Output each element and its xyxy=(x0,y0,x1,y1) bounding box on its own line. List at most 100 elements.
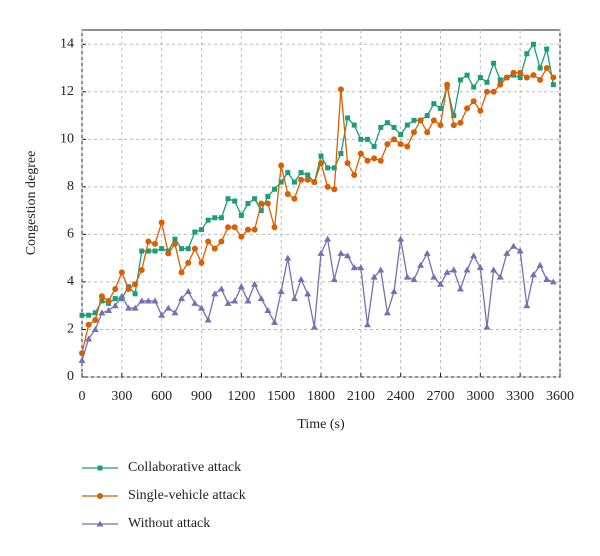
marker xyxy=(324,235,332,242)
marker xyxy=(398,132,404,138)
marker xyxy=(218,215,224,221)
x-tick-label: 600 xyxy=(151,389,172,404)
marker xyxy=(212,215,218,221)
marker xyxy=(497,77,503,83)
marker xyxy=(437,122,444,129)
marker xyxy=(490,266,498,273)
marker xyxy=(204,316,212,323)
marker xyxy=(85,335,93,342)
marker xyxy=(471,84,477,90)
marker xyxy=(438,105,443,111)
marker xyxy=(430,117,437,124)
marker xyxy=(278,162,285,169)
legend-label: Without attack xyxy=(128,516,210,531)
marker xyxy=(264,200,271,207)
marker xyxy=(357,150,364,157)
marker xyxy=(497,81,504,88)
y-tick-label: 6 xyxy=(67,227,74,242)
x-tick-label: 3600 xyxy=(546,389,574,404)
marker xyxy=(251,226,258,233)
legend-marker xyxy=(96,520,104,527)
marker xyxy=(377,266,385,273)
marker xyxy=(391,124,397,130)
marker xyxy=(464,72,470,78)
marker xyxy=(390,287,398,294)
x-tick-label: 2700 xyxy=(427,389,455,404)
x-tick-label: 3300 xyxy=(506,389,534,404)
marker xyxy=(463,266,471,273)
marker xyxy=(503,249,511,256)
marker xyxy=(171,309,179,316)
marker xyxy=(199,227,204,233)
marker xyxy=(477,107,484,114)
marker xyxy=(430,273,438,280)
marker xyxy=(424,129,431,136)
marker xyxy=(191,245,198,252)
marker xyxy=(218,238,225,245)
marker xyxy=(145,248,151,254)
x-tick-label: 1200 xyxy=(227,389,255,404)
marker xyxy=(484,79,490,85)
marker xyxy=(191,299,199,306)
y-tick-label: 8 xyxy=(67,179,74,194)
marker xyxy=(291,179,297,185)
marker xyxy=(86,312,92,318)
legend-label: Collaborative attack xyxy=(128,460,241,475)
marker xyxy=(138,297,146,304)
marker xyxy=(524,51,530,57)
marker xyxy=(238,212,244,218)
marker xyxy=(443,268,451,275)
marker xyxy=(171,240,178,247)
marker xyxy=(464,105,471,112)
marker xyxy=(151,297,159,304)
marker xyxy=(371,143,377,149)
marker xyxy=(78,356,86,363)
x-tick-label: 900 xyxy=(191,389,212,404)
marker xyxy=(451,113,457,119)
marker xyxy=(397,141,404,148)
marker xyxy=(364,157,371,164)
marker xyxy=(198,304,205,311)
marker xyxy=(457,77,463,83)
marker xyxy=(132,281,139,288)
y-tick-label: 12 xyxy=(60,84,74,99)
marker xyxy=(423,249,431,256)
marker xyxy=(350,264,358,271)
x-tick-label: 3000 xyxy=(466,389,494,404)
marker xyxy=(384,120,390,126)
marker xyxy=(330,276,338,283)
marker xyxy=(318,153,324,159)
x-tick-label: 2400 xyxy=(387,389,415,404)
marker xyxy=(344,160,351,167)
marker xyxy=(470,252,478,259)
marker xyxy=(178,295,186,302)
marker xyxy=(411,117,417,123)
marker xyxy=(145,238,152,245)
marker xyxy=(457,119,464,126)
marker xyxy=(410,276,418,283)
marker xyxy=(404,143,411,150)
marker xyxy=(111,302,119,309)
marker xyxy=(105,306,113,313)
y-axis-label: Congestion degree xyxy=(24,151,39,256)
marker xyxy=(544,46,550,52)
marker xyxy=(244,226,251,233)
marker xyxy=(244,297,252,304)
marker xyxy=(470,98,477,105)
marker xyxy=(205,217,211,223)
marker xyxy=(152,248,158,254)
marker xyxy=(496,273,504,280)
marker xyxy=(205,238,212,245)
marker xyxy=(543,65,550,72)
marker xyxy=(310,323,318,330)
marker xyxy=(225,196,231,202)
marker xyxy=(516,247,524,254)
marker xyxy=(172,236,178,242)
marker xyxy=(357,264,365,271)
marker xyxy=(211,245,218,252)
marker xyxy=(450,266,458,273)
y-tick-label: 4 xyxy=(67,274,74,289)
x-tick-label: 2100 xyxy=(347,389,375,404)
marker xyxy=(351,122,357,128)
